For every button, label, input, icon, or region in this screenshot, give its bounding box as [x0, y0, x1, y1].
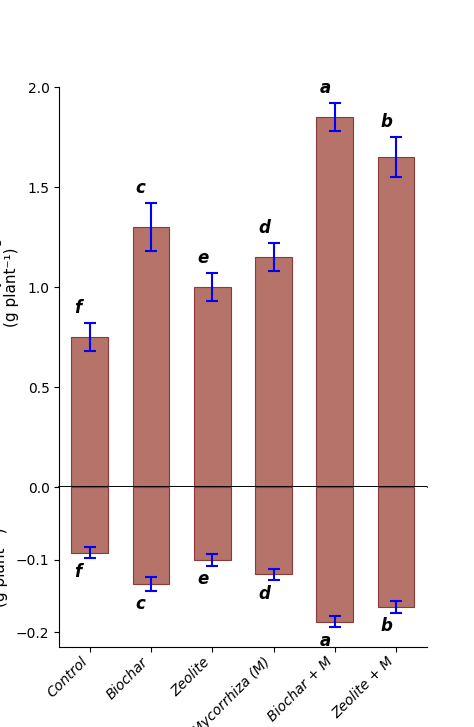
Text: f: f — [74, 299, 82, 317]
Text: a: a — [319, 632, 331, 650]
Bar — [255, 487, 292, 574]
Bar — [317, 487, 353, 622]
Text: c: c — [136, 179, 146, 197]
Text: d: d — [258, 585, 270, 603]
Bar — [194, 487, 231, 560]
Bar — [133, 227, 169, 487]
Bar — [378, 157, 414, 487]
Bar — [317, 117, 353, 487]
Bar — [72, 487, 108, 553]
Y-axis label: Shoot dry weight
(g plant⁻¹): Shoot dry weight (g plant⁻¹) — [0, 222, 19, 353]
Bar — [255, 257, 292, 487]
Text: f: f — [74, 563, 82, 581]
Y-axis label: Root dry weight
(g plant⁻¹): Root dry weight (g plant⁻¹) — [0, 507, 8, 627]
Bar — [72, 337, 108, 487]
Bar — [194, 287, 231, 487]
Text: d: d — [258, 219, 270, 237]
Bar — [133, 487, 169, 584]
Bar — [378, 487, 414, 607]
Text: b: b — [381, 113, 392, 132]
Text: e: e — [197, 249, 208, 268]
Text: b: b — [381, 617, 392, 635]
Text: e: e — [197, 570, 208, 588]
Text: a: a — [319, 79, 331, 97]
Text: c: c — [136, 595, 146, 614]
